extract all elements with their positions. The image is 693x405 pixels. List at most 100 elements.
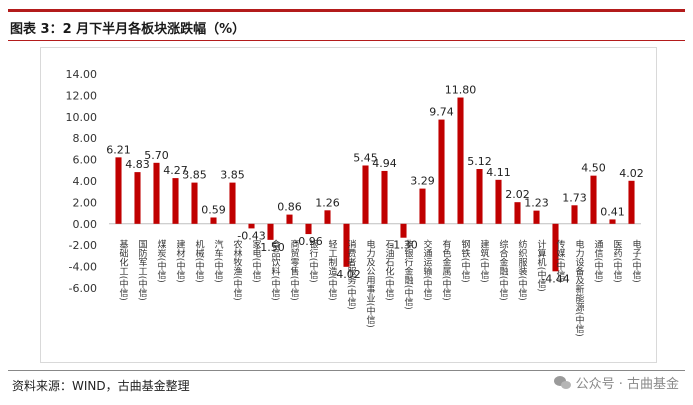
data-label: 6.21 (106, 143, 131, 156)
x-tick-label: 建材(中信) (175, 239, 186, 283)
watermark: 公众号 · 古曲基金 (553, 373, 679, 392)
x-tick-label: 钢铁(中信) (460, 239, 471, 283)
x-tick-label: 机械(中信) (194, 239, 205, 283)
bar (495, 179, 502, 224)
data-label: 5.70 (144, 149, 169, 162)
x-tick-label: 纺织服装(中信) (517, 239, 528, 301)
data-label: -1.30 (389, 239, 417, 252)
x-tick-label: 电力设备及新能源(中信) (574, 239, 585, 337)
top-rule (8, 9, 685, 12)
bar (419, 188, 426, 224)
bar (457, 97, 464, 224)
y-tick-label: 0.00 (73, 218, 98, 231)
bar (343, 223, 350, 267)
data-label: 4.83 (125, 158, 150, 171)
bar (210, 217, 217, 224)
data-label: -4.44 (541, 272, 569, 285)
bar (248, 223, 255, 229)
x-tick-label: 基础化工(中信) (118, 239, 129, 301)
data-label: 11.80 (445, 84, 477, 97)
y-tick-label: -2.00 (69, 239, 97, 252)
bar (134, 172, 141, 224)
bar (476, 169, 483, 224)
bar (286, 214, 293, 224)
bar (381, 170, 388, 224)
x-tick-label: 医药(中信) (612, 240, 623, 283)
x-tick-label: 煤炭(中信) (156, 239, 167, 283)
bar (172, 178, 179, 224)
bar (324, 210, 331, 224)
bar (552, 223, 559, 272)
bar (115, 157, 122, 224)
y-tick-label: -4.00 (69, 261, 97, 274)
x-tick-label: 综合金融(中信) (498, 239, 509, 301)
bottom-rule (8, 370, 685, 371)
y-tick-label: 8.00 (73, 132, 98, 145)
data-label: 4.94 (372, 157, 397, 170)
y-tick-label: 12.00 (66, 89, 98, 102)
x-tick-label: 消费者服务(中信) (346, 239, 357, 310)
bar (533, 210, 540, 224)
x-tick-label: 计算机(中信) (536, 239, 547, 292)
title-rule (8, 40, 685, 41)
data-label: 2.02 (505, 188, 530, 201)
data-label: 3.85 (220, 169, 245, 182)
wechat-icon (553, 375, 572, 390)
x-tick-label: 商贸零售(中信) (289, 239, 300, 301)
data-label: 1.26 (315, 196, 340, 209)
data-label: 4.50 (581, 162, 606, 175)
data-label: 3.29 (410, 175, 435, 188)
x-tick-label: 农林牧渔(中信) (232, 239, 243, 301)
x-tick-label: 传媒(中信) (555, 239, 566, 283)
bar (438, 119, 445, 224)
x-tick-label: 非银行金融(中信) (403, 239, 414, 310)
data-label: -0.43 (237, 229, 265, 242)
data-label: 3.85 (182, 169, 207, 182)
y-tick-label: 14.00 (66, 68, 98, 81)
x-tick-label: 交通运输(中信) (422, 239, 433, 301)
bar (400, 223, 407, 238)
data-label: 4.27 (163, 164, 188, 177)
source-note: 资料来源：WIND，古曲基金整理 (12, 379, 190, 393)
bar-chart: 14.00 12.00 10.00 8.00 6.00 4.00 2.00 0.00 -2.00… (66, 68, 644, 337)
bar (609, 219, 616, 224)
y-tick-label: -6.00 (69, 282, 97, 295)
bar (514, 202, 521, 224)
data-label: -0.96 (294, 235, 322, 248)
x-tick-label: 银行(中信) (308, 239, 319, 283)
watermark-text: 公众号 · 古曲基金 (575, 377, 679, 392)
x-tick-label: 食品饮料(中信) (270, 239, 281, 301)
figure-title: 图表 3：2 月下半月各板块涨跌幅（%） (10, 22, 246, 37)
data-label: 1.73 (562, 191, 587, 204)
data-label: 5.12 (467, 155, 492, 168)
x-tick-label: 家电(中信) (251, 239, 262, 283)
bar (305, 223, 312, 235)
y-tick-label: 4.00 (73, 175, 98, 188)
x-tick-label: 石油石化(中信) (384, 240, 395, 301)
data-label: 5.45 (353, 151, 378, 164)
bar (571, 205, 578, 224)
data-label: 0.59 (201, 203, 226, 216)
bar (229, 182, 236, 224)
x-tick-label: 电力及公用事业(中信) (365, 239, 376, 328)
bar (590, 175, 597, 224)
x-tick-label: 轻工制造(中信) (327, 239, 338, 301)
data-label: 1.23 (524, 197, 549, 210)
data-label: 0.41 (600, 205, 625, 218)
y-tick-label: 10.00 (66, 111, 98, 124)
bar (153, 162, 160, 224)
data-label: 0.86 (277, 201, 302, 214)
x-tick-label: 电子(中信) (631, 239, 642, 283)
x-tick-label: 国防军工(中信) (137, 240, 148, 301)
x-tick-label: 汽车(中信) (213, 239, 224, 283)
y-tick-label: 6.00 (73, 154, 98, 167)
x-tick-label: 通信(中信) (593, 240, 604, 283)
x-tick-label: 有色金属(中信) (441, 239, 452, 301)
data-label: -4.02 (332, 268, 360, 281)
data-label: 4.02 (619, 167, 644, 180)
chart-frame: 14.00 12.00 10.00 8.00 6.00 4.00 2.00 0.00 -2.00… (40, 47, 657, 363)
bar (191, 182, 198, 224)
bar (267, 223, 274, 240)
data-label: 4.11 (486, 166, 511, 179)
bar (628, 180, 635, 224)
